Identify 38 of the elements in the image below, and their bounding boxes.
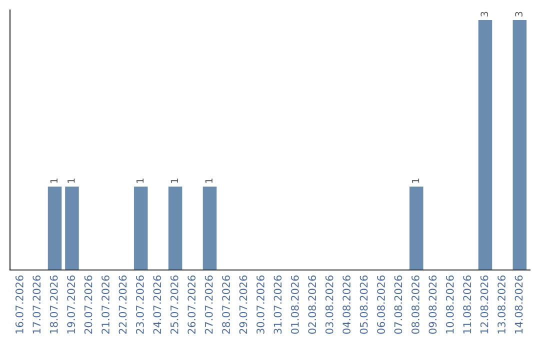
x-tick-label: 22.07.2026 [118,276,127,334]
data-label: 1 [170,178,178,183]
x-tick-label: 05.08.2026 [360,276,368,334]
data-label: 1 [205,178,212,183]
x-tick-label: 31.07.2026 [274,276,282,334]
x-tick-label: 27.07.2026 [204,276,213,334]
x-tick-label: 20.07.2026 [84,276,92,334]
x-tick-label: 03.08.2026 [325,276,334,334]
x-tick-label: 08.08.2026 [412,276,420,334]
x-tick-label: 21.07.2026 [102,276,110,334]
x-tick-label: 11.08.2026 [463,276,472,334]
x-tick-label: 18.07.2026 [50,276,58,334]
x-tick-label: 24.07.2026 [153,276,162,334]
x-tick-label: 16.07.2026 [15,276,24,334]
x-tick-label: 10.08.2026 [446,276,454,334]
x-tick-label: 19.07.2026 [67,276,76,334]
x-tick-label: 17.07.2026 [32,276,41,334]
x-tick-label: 25.07.2026 [170,276,178,334]
x-tick-label: 06.08.2026 [377,276,385,334]
data-label: 1 [50,178,58,183]
x-tick-label: 12.08.2026 [480,276,488,334]
data-label: 3 [480,12,488,16]
x-tick-label: 28.07.2026 [222,276,230,334]
data-label: 1 [136,178,144,183]
data-label: 3 [515,12,522,16]
data-label: 1 [68,178,75,183]
x-tick-label: 30.07.2026 [256,276,264,334]
x-tick-label: 29.07.2026 [239,276,248,334]
x-tick-label: 26.07.2026 [188,276,196,334]
x-tick-label: 14.08.2026 [514,276,523,334]
x-tick-label: 01.08.2026 [290,276,299,334]
data-label: 1 [412,178,420,183]
x-tick-label: 13.08.2026 [498,276,506,334]
x-tick-label: 02.08.2026 [308,276,316,334]
x-tick-label: 23.07.2026 [136,276,144,334]
x-tick-label: 09.08.2026 [428,276,437,334]
x-tick-label: 04.08.2026 [342,276,351,334]
x-tick-label: 07.08.2026 [394,276,402,334]
